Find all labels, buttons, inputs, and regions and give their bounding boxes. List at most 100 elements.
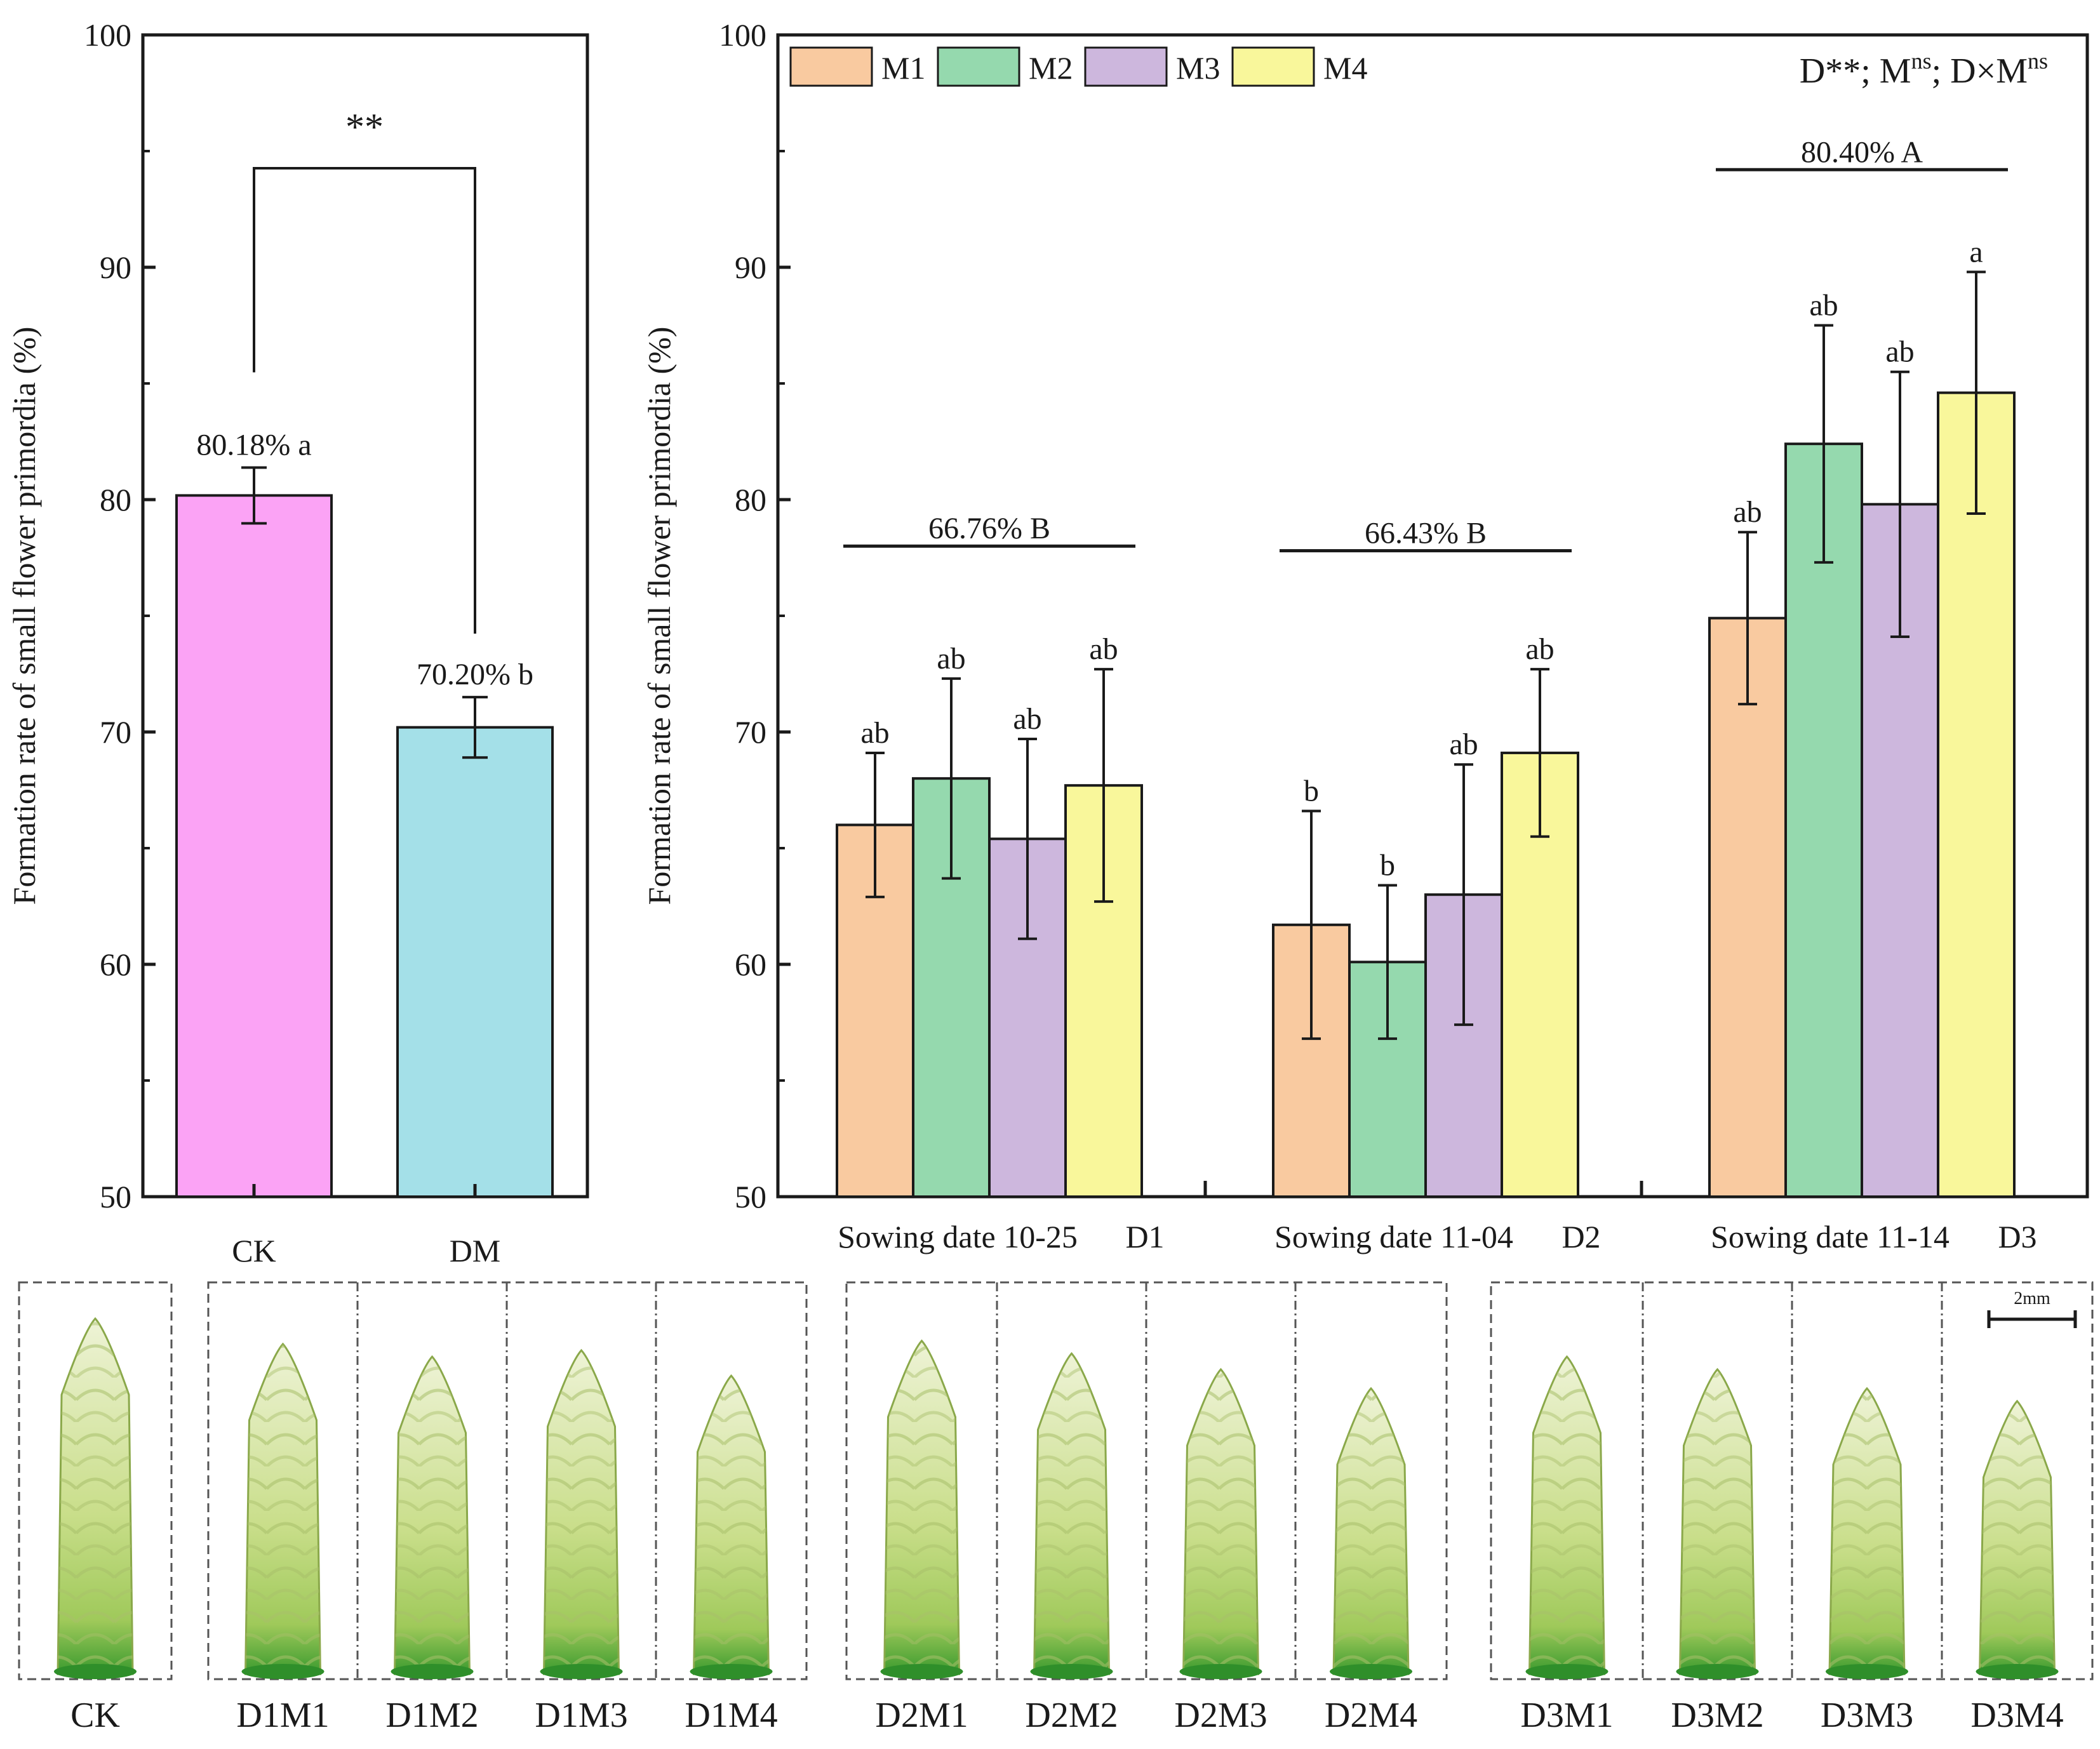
significance-bracket: [253, 167, 476, 634]
category-label-dm: DM: [450, 1233, 501, 1268]
right-y-ticks: 50 60 70 80 90 100: [719, 17, 791, 1214]
group-label-d2: Sowing date 11-04: [1274, 1219, 1513, 1254]
right-y-tick-label-5: 100: [719, 17, 766, 53]
specimen-label-d2m2: D2M2: [1025, 1696, 1118, 1735]
significance-letter-d3-m2: ab: [1809, 289, 1838, 323]
specimen-florets-d1m4: [693, 1376, 769, 1674]
specimen-florets-d3m1: [1529, 1357, 1605, 1674]
anova-d: D**; M: [1800, 51, 1911, 91]
specimen-florets-d1m2: [394, 1357, 470, 1674]
specimen-label-d1m2: D1M2: [385, 1696, 478, 1735]
group-code-d1: D1: [1125, 1219, 1164, 1254]
specimen-label-d3m2: D3M2: [1671, 1696, 1763, 1735]
category-label-ck: CK: [232, 1233, 276, 1268]
right-y-tick-label-3: 80: [735, 482, 766, 517]
scale-bar: 2mm: [1987, 1289, 2077, 1328]
specimen-florets-d1m3: [544, 1350, 619, 1674]
specimen-label-d2m1: D2M1: [875, 1696, 968, 1735]
anova-mid: ; D×M: [1932, 51, 2028, 91]
left-y-tick-label-2: 70: [100, 714, 131, 750]
group-code-d3: D3: [1998, 1219, 2036, 1254]
anova-ns-2: ns: [2028, 48, 2048, 74]
right-y-tick-label-1: 60: [735, 947, 766, 982]
left-bars: [175, 466, 554, 1199]
left-y-tick-label-5: 100: [84, 17, 131, 53]
specimen-base-d3m2: [1676, 1664, 1759, 1679]
right-bars: ab ab ab ab b b ab ab ab ab ab a: [836, 235, 2016, 1199]
specimen-florets-d1m1: [245, 1344, 321, 1674]
legend: M1 M2 M3 M4: [789, 46, 1367, 87]
specimen-label-d2m3: D2M3: [1174, 1696, 1267, 1735]
left-y-tick-label-3: 80: [100, 482, 131, 517]
specimen-base-d2m3: [1179, 1664, 1262, 1679]
legend-swatch-m4: [1231, 46, 1315, 87]
significance-letter-d3-m3: ab: [1885, 335, 1914, 369]
specimen-base-d3m1: [1525, 1664, 1608, 1679]
specimen-base-d2m4: [1330, 1664, 1412, 1679]
specimen-label-d1m3: D1M3: [535, 1696, 627, 1735]
group-summary-label-d2: 66.43% B: [1365, 517, 1487, 550]
right-y-tick-label-2: 70: [735, 714, 766, 750]
group-code-d2: D2: [1562, 1219, 1600, 1254]
specimen-florets-d2m4: [1334, 1388, 1408, 1674]
group-labels: 66.76% B Sowing date 10-25 D1 66.43% B Sowin…: [838, 135, 2036, 1254]
legend-swatch-m1: [789, 46, 873, 87]
group-label-d1: Sowing date 10-25: [838, 1219, 1078, 1254]
bar-d3-m1: [1708, 616, 1787, 1198]
specimen-label-ck: CK: [70, 1696, 120, 1735]
specimen-label-d1m4: D1M4: [685, 1696, 777, 1735]
specimen-florets-d2m2: [1034, 1353, 1109, 1674]
significance-letter-d2-m4: ab: [1525, 632, 1554, 666]
significance-letter-d3-m4: a: [1969, 235, 1983, 269]
bar-d3-m4: [1937, 391, 2016, 1198]
legend-swatch-m2: [937, 46, 1020, 87]
significance-letter-d1-m1: ab: [860, 716, 889, 750]
specimen-florets-d2m3: [1183, 1369, 1259, 1674]
right-y-tick-label-0: 50: [735, 1179, 766, 1214]
legend-label-m2: M2: [1029, 50, 1073, 86]
significance-marker: **: [345, 106, 384, 148]
legend-label-m4: M4: [1323, 50, 1367, 86]
left-y-ticks: 50 60 70 80 90 100: [84, 17, 156, 1214]
right-y-tick-label-4: 90: [735, 249, 766, 285]
group-summary-label-d1: 66.76% B: [928, 512, 1050, 545]
specimen-group-frame-0: [18, 1281, 173, 1680]
specimen-label-d3m4: D3M4: [1970, 1696, 2063, 1735]
specimen-base-d1m4: [690, 1664, 773, 1679]
anova-ns-1: ns: [1911, 48, 1932, 74]
specimen-label-d3m1: D3M1: [1520, 1696, 1613, 1735]
specimen-base-d1m2: [391, 1664, 474, 1679]
group-label-d3: Sowing date 11-14: [1711, 1219, 1950, 1254]
bar-value-label-dm: 70.20% b: [417, 658, 533, 691]
specimen-base-ck: [54, 1664, 137, 1679]
specimen-base-d1m3: [540, 1664, 623, 1679]
left-y-axis-title: Formation rate of small flower primordia…: [6, 327, 42, 905]
significance-letter-d3-m1: ab: [1733, 495, 1762, 529]
significance-letter-d1-m3: ab: [1013, 702, 1041, 736]
specimen-label-d3m3: D3M3: [1821, 1696, 1913, 1735]
left-y-tick-label-1: 60: [100, 947, 131, 982]
specimen-base-d2m2: [1030, 1664, 1113, 1679]
specimen-florets-d3m2: [1680, 1369, 1755, 1674]
right-y-axis-title: Formation rate of small flower primordia…: [641, 327, 677, 905]
specimen-base-d2m1: [880, 1664, 963, 1679]
specimen-base-d1m1: [241, 1664, 324, 1679]
specimen-florets-d2m1: [884, 1341, 960, 1674]
specimen-label-d2m4: D2M4: [1325, 1696, 1417, 1735]
scale-bar-label: 2mm: [2014, 1289, 2050, 1308]
significance-letter-d2-m3: ab: [1449, 728, 1478, 761]
left-y-tick-label-4: 90: [100, 249, 131, 285]
bar-dm: [396, 726, 554, 1199]
legend-swatch-m3: [1084, 46, 1168, 87]
anova-note: D**; Mns; D×Mns: [1800, 48, 2048, 91]
bar-value-label-ck: 80.18% a: [196, 428, 311, 462]
specimen-strip: CK D1M1 D1M2 D1M3 D1M4 D2M1 D2M2 D2M3 D2M4 D3M1 D3…: [18, 1281, 2094, 1735]
significance-letter-d1-m4: ab: [1089, 632, 1118, 666]
left-chart: 50 60 70 80 90 100 Formation rate of small fl…: [6, 17, 589, 1268]
significance-letter-d2-m2: b: [1380, 849, 1395, 882]
significance-letter-d1-m2: ab: [937, 642, 965, 675]
specimen-florets-ck: [58, 1319, 133, 1674]
legend-label-m1: M1: [881, 50, 925, 86]
significance-letter-d2-m1: b: [1304, 774, 1319, 808]
